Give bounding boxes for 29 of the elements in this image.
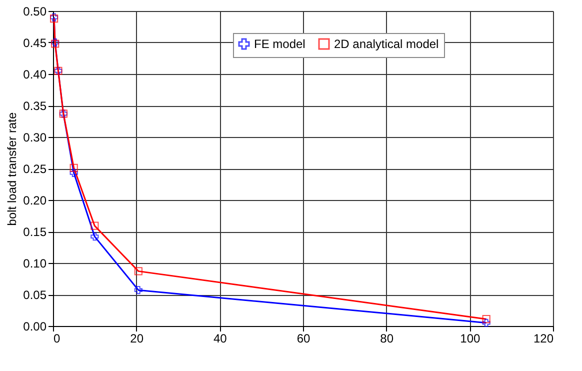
y-tick-label: 0.50	[23, 4, 47, 18]
point	[90, 222, 99, 230]
point	[134, 286, 142, 294]
y-tick-label: 0.25	[23, 162, 47, 176]
x-tick-label: 120	[533, 332, 554, 346]
y-tick-label: 0.35	[23, 99, 47, 113]
y-tick-label: 0.00	[23, 320, 47, 334]
x-tick-label: 80	[380, 332, 394, 346]
x-tick-label: 20	[130, 332, 144, 346]
y-tick-label: 0.20	[23, 194, 47, 208]
y-tick-label: 0.45	[23, 36, 47, 50]
y-tick-label: 0.10	[23, 256, 47, 270]
x-tick-label: 40	[213, 332, 228, 346]
legend-label: 2D analytical model	[334, 37, 439, 51]
point	[482, 315, 490, 324]
legend-label: FE model	[254, 37, 306, 51]
y-tick-label: 0.30	[23, 130, 47, 144]
x-tick-label: 0	[54, 332, 60, 346]
x-tick-label: 100	[460, 332, 480, 346]
x-tick-label: 60	[296, 332, 310, 346]
y-tick-label: 0.40	[23, 68, 47, 82]
y-axis-title: bolt load transfer rate	[5, 112, 20, 226]
point	[70, 168, 78, 177]
y-tick-label: 0.05	[23, 288, 47, 302]
point	[482, 318, 490, 327]
point	[70, 164, 78, 172]
y-tick-label: 0.15	[23, 225, 47, 239]
point	[134, 267, 142, 276]
point	[90, 232, 99, 241]
